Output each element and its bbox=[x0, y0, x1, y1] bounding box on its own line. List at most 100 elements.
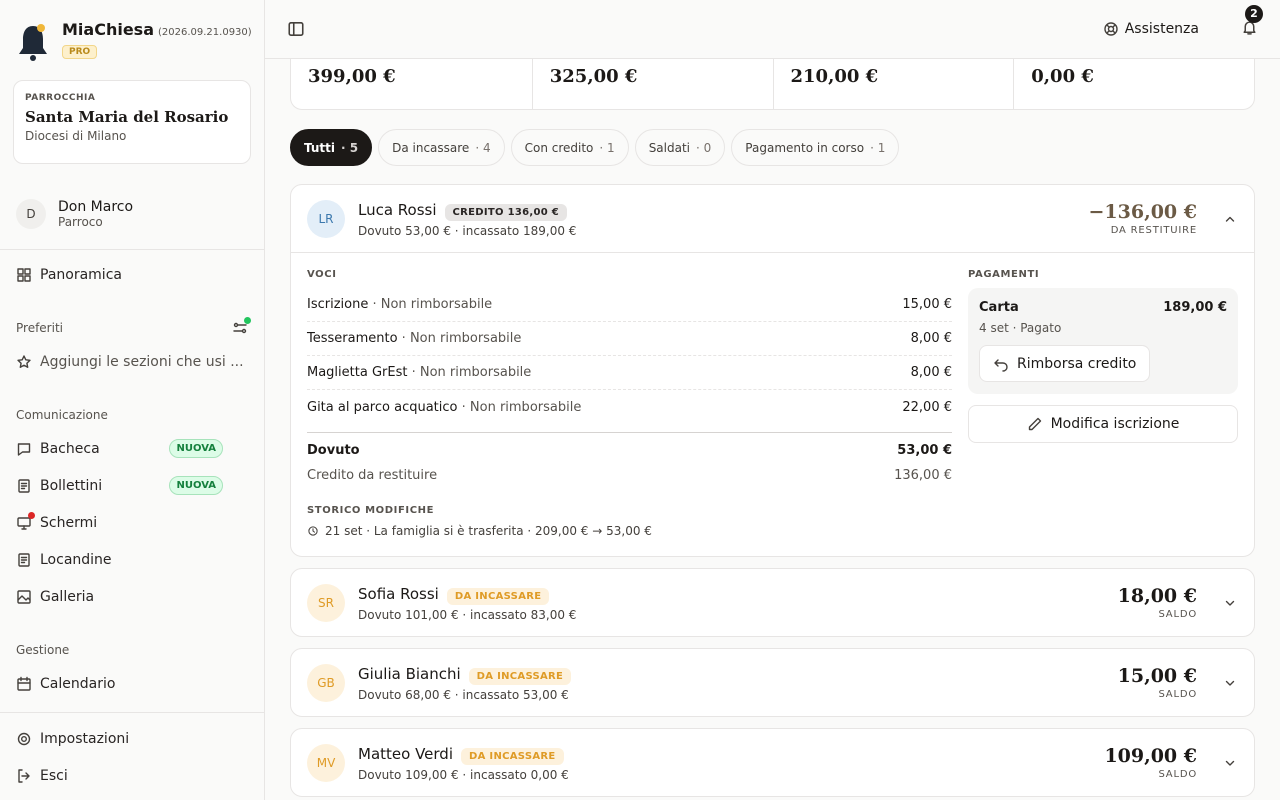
total-amount: 53,00 € bbox=[897, 443, 952, 458]
member-card: SR Sofia Rossi DA INCASSARE Dovuto 101,00 €… bbox=[290, 568, 1255, 637]
icon bbox=[16, 354, 32, 370]
expand-toggle[interactable] bbox=[1222, 755, 1238, 771]
item-name: Maglietta GrEst bbox=[307, 365, 408, 380]
member-header[interactable]: GB Giulia Bianchi DA INCASSARE Dovuto 68,00… bbox=[291, 649, 1254, 716]
help-label: Assistenza bbox=[1124, 21, 1199, 37]
amount-label: DA RESTITUIRE bbox=[1110, 225, 1197, 236]
member-avatar: LR bbox=[307, 199, 345, 238]
nav-item[interactable]: Locandine bbox=[0, 541, 264, 578]
edit-button[interactable]: Modifica iscrizione bbox=[968, 405, 1238, 443]
content: 399,00 € 325,00 €210,00 €0,00 € Tutti 5 Da i… bbox=[265, 59, 1280, 800]
filter-pill[interactable]: Tutti 5 bbox=[290, 129, 373, 166]
member-header[interactable]: LR Luca Rossi CREDITO 136,00 € Dovuto 53,00… bbox=[291, 185, 1254, 252]
expand-toggle[interactable] bbox=[1222, 211, 1238, 227]
amount-value: 15,00 € bbox=[1117, 665, 1197, 687]
filter-count: 0 bbox=[696, 141, 712, 155]
payment-head: Carta 189,00 € bbox=[979, 300, 1227, 315]
member-subtitle: Dovuto 109,00 € · incassato 0,00 € bbox=[358, 767, 569, 782]
history-entry: 21 set · La famiglia si è trasferita · 2… bbox=[307, 524, 952, 538]
nav-label: Galleria bbox=[40, 588, 95, 605]
member-title: Matteo Verdi DA INCASSARE bbox=[358, 744, 569, 765]
filter-pill[interactable]: Da incassare 4 bbox=[378, 129, 505, 166]
user-name: Don Marco bbox=[58, 198, 134, 215]
total-row: Dovuto 53,00 € bbox=[307, 432, 952, 458]
expand-toggle[interactable] bbox=[1222, 595, 1238, 611]
topbar: Assistenza 2 bbox=[265, 0, 1280, 59]
section-title: Gestione bbox=[0, 635, 264, 665]
refund-button[interactable]: Rimborsa credito bbox=[979, 345, 1151, 382]
parish-diocese: Diocesi di Milano bbox=[25, 129, 127, 143]
icon bbox=[16, 676, 32, 692]
pro-badge: PRO bbox=[62, 45, 98, 59]
item-row: TesseramentoNon rimborsabile 8,00 € bbox=[307, 322, 952, 356]
filter-pill[interactable]: Con credito 1 bbox=[510, 129, 629, 166]
member-card: MV Matteo Verdi DA INCASSARE Dovuto 109,00 … bbox=[290, 728, 1255, 797]
member-amount: 15,00 € SALDO bbox=[1118, 665, 1197, 700]
item-note: Non rimborsabile bbox=[457, 400, 581, 415]
refund-icon bbox=[993, 356, 1009, 372]
section-heading: PAGAMENTI bbox=[968, 269, 1040, 280]
amount-label: SALDO bbox=[1158, 689, 1197, 700]
payment-card: Carta 189,00 € 4 set · Pagato Rimborsa cred… bbox=[968, 288, 1238, 394]
member-name: Luca Rossi bbox=[358, 200, 437, 219]
nav-item[interactable]: Bollettini NUOVA bbox=[0, 467, 264, 504]
filter-pill[interactable]: Pagamento in corso 1 bbox=[731, 129, 900, 166]
notifications[interactable]: 2 bbox=[1241, 4, 1263, 40]
alert-dot bbox=[28, 511, 35, 519]
sidebar: MiaChiesa (2026.09.21.0930) PRO PARROCCHIA S… bbox=[0, 0, 265, 800]
credit-label: Credito da restituire bbox=[307, 468, 438, 483]
item-amount: 22,00 € bbox=[902, 399, 952, 415]
item-note: Non rimborsabile bbox=[407, 365, 531, 380]
nav-item[interactable]: Calendario bbox=[0, 665, 264, 702]
item-row: IscrizioneNon rimborsabile 15,00 € bbox=[307, 288, 952, 322]
nav-label: Panoramica bbox=[40, 266, 122, 283]
item-name: Tesseramento bbox=[307, 331, 398, 346]
nav-item[interactable]: Schermi bbox=[0, 504, 264, 541]
filter-count: 1 bbox=[599, 141, 615, 155]
expand-toggle[interactable] bbox=[1222, 675, 1238, 691]
nav-item[interactable]: Impostazioni bbox=[0, 720, 264, 757]
member-list: LR Luca Rossi CREDITO 136,00 € Dovuto 53,00… bbox=[290, 184, 1255, 797]
nav-item[interactable]: Esci bbox=[0, 757, 264, 794]
item-amount: 8,00 € bbox=[910, 365, 952, 380]
member-amount: 18,00 € SALDO bbox=[1118, 585, 1197, 620]
item-note: Non rimborsabile bbox=[368, 297, 492, 312]
parish-label: PARROCCHIA bbox=[25, 93, 96, 103]
filter-label: Pagamento in corso bbox=[745, 140, 865, 155]
icon bbox=[16, 768, 32, 784]
member-amount: 109,00 € SALDO bbox=[1104, 745, 1197, 780]
payments-column: PAGAMENTI Carta 189,00 € 4 set · Pagato Rimb… bbox=[968, 269, 1238, 538]
notification-count: 2 bbox=[1245, 4, 1263, 23]
sidebar-toggle[interactable] bbox=[287, 20, 305, 38]
member-header[interactable]: MV Matteo Verdi DA INCASSARE Dovuto 109,00 … bbox=[291, 729, 1254, 796]
nav-item[interactable]: Panoramica bbox=[0, 256, 264, 293]
item-name: Gita al parco acquatico bbox=[307, 399, 458, 415]
nav-item[interactable]: Aggiungi le sezioni che usi ... bbox=[0, 343, 264, 380]
parish-card[interactable]: PARROCCHIA Santa Maria del Rosario Diocesi… bbox=[13, 80, 251, 164]
nav-item[interactable]: Bacheca NUOVA bbox=[0, 430, 264, 467]
member-header[interactable]: SR Sofia Rossi DA INCASSARE Dovuto 101,00 €… bbox=[291, 569, 1254, 636]
nav-item[interactable]: Galleria bbox=[0, 578, 264, 615]
filter-pill[interactable]: Saldati 0 bbox=[634, 129, 726, 166]
member-info: Luca Rossi CREDITO 136,00 € Dovuto 53,00 €… bbox=[358, 200, 576, 238]
summary-amount: 399,00 € bbox=[308, 66, 396, 87]
icon bbox=[16, 731, 32, 747]
filter-label: Saldati bbox=[648, 140, 691, 155]
user-info: Don Marco Parroco bbox=[58, 199, 133, 229]
item-note: Non rimborsabile bbox=[398, 331, 522, 346]
filter-label: Tutti bbox=[304, 140, 335, 155]
member-title: Sofia Rossi DA INCASSARE bbox=[358, 584, 576, 605]
help-button[interactable]: Assistenza bbox=[1103, 21, 1199, 37]
item-desc: Maglietta GrEstNon rimborsabile bbox=[307, 365, 531, 380]
icon bbox=[16, 267, 32, 283]
member-subtitle: Dovuto 53,00 € · incassato 189,00 € bbox=[358, 223, 577, 238]
section-heading: STORICO MODIFICHE bbox=[307, 505, 435, 516]
help-icon bbox=[1103, 21, 1119, 37]
nav-label: Bacheca bbox=[40, 440, 100, 457]
user-box[interactable]: D Don Marco Parroco bbox=[0, 178, 264, 250]
member-amount: −136,00 € DA RESTITUIRE bbox=[1089, 201, 1197, 236]
icon bbox=[16, 511, 35, 531]
section-label: Comunicazione bbox=[16, 408, 108, 422]
